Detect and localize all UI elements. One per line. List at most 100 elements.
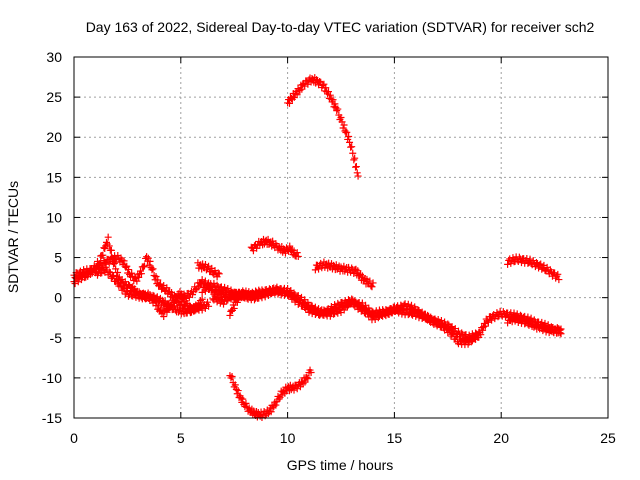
data-point: [258, 294, 266, 302]
data-point: [350, 156, 358, 164]
data-point: [307, 369, 315, 377]
x-axis-label: GPS time / hours: [287, 457, 394, 473]
data-layer: [70, 74, 565, 421]
x-tick-label: 10: [280, 430, 296, 446]
data-point: [481, 322, 489, 330]
data-point: [398, 310, 406, 318]
data-point: [177, 291, 185, 299]
data-point: [335, 304, 343, 312]
data-point: [205, 302, 213, 310]
data-point: [349, 296, 357, 304]
series-arc-8: [247, 235, 302, 260]
data-point: [510, 309, 518, 317]
data-point: [316, 77, 324, 85]
data-point: [100, 244, 108, 252]
data-point: [334, 299, 342, 307]
data-point: [340, 306, 348, 314]
data-point: [130, 288, 138, 296]
data-point: [467, 338, 475, 346]
y-tick-label: 15: [46, 169, 62, 185]
data-point: [71, 273, 79, 281]
data-point: [304, 375, 312, 383]
data-point: [354, 267, 362, 275]
data-point: [343, 128, 351, 136]
data-point: [105, 242, 113, 250]
data-point: [234, 387, 242, 395]
data-point: [345, 132, 353, 140]
data-point: [146, 257, 154, 265]
data-point: [231, 381, 239, 389]
data-point: [139, 263, 147, 271]
data-point: [116, 279, 124, 287]
data-point: [267, 408, 275, 416]
data-point: [448, 330, 456, 338]
data-point: [357, 307, 365, 315]
data-point: [334, 309, 342, 317]
data-point: [352, 163, 360, 171]
data-point: [189, 291, 197, 299]
data-point: [110, 271, 118, 279]
data-point: [163, 308, 171, 316]
data-point: [354, 172, 362, 180]
data-point: [228, 372, 236, 380]
data-point: [504, 260, 512, 268]
data-point: [326, 91, 334, 99]
data-point: [476, 328, 484, 336]
series-arc-2: [70, 251, 191, 316]
data-point: [404, 300, 412, 308]
data-point: [208, 287, 216, 295]
data-point: [239, 395, 247, 403]
data-point: [316, 309, 324, 317]
data-point: [285, 99, 293, 107]
plot-frame: [73, 56, 609, 419]
data-point: [198, 306, 206, 314]
series-arc-7: [194, 259, 223, 281]
data-point: [555, 276, 563, 284]
data-point: [128, 269, 136, 277]
data-point: [155, 302, 163, 310]
data-point: [400, 301, 408, 309]
data-point: [113, 275, 121, 283]
data-point: [253, 244, 261, 252]
data-point: [315, 305, 323, 313]
data-point: [523, 316, 531, 324]
data-point: [348, 143, 356, 151]
data-point: [152, 273, 160, 281]
data-point: [80, 266, 88, 274]
y-tick-label: 0: [54, 290, 62, 306]
data-point: [329, 96, 337, 104]
y-tick-label: 30: [46, 49, 62, 65]
x-tick-label: 0: [70, 430, 78, 446]
data-point: [537, 260, 545, 268]
data-point: [517, 259, 525, 267]
data-point: [218, 287, 226, 295]
data-point: [290, 386, 298, 394]
data-point: [226, 311, 234, 319]
data-point: [143, 253, 151, 261]
data-point: [108, 273, 116, 281]
data-point: [311, 303, 319, 311]
data-point: [102, 238, 110, 246]
data-point: [133, 289, 141, 297]
data-point: [349, 149, 357, 157]
data-point: [396, 306, 404, 314]
series-arc-11: [226, 366, 315, 421]
series-arc-9: [284, 74, 362, 180]
data-point: [557, 325, 565, 333]
x-tick-label: 15: [387, 430, 403, 446]
data-point: [182, 294, 190, 302]
data-point: [157, 280, 165, 288]
data-point: [170, 299, 178, 307]
data-point: [107, 246, 115, 254]
data-point: [352, 299, 360, 307]
data-point: [204, 298, 211, 306]
data-point: [449, 329, 457, 337]
data-point: [105, 268, 113, 276]
data-point: [119, 283, 127, 291]
data-point: [382, 312, 390, 320]
data-point: [128, 284, 136, 292]
data-point: [112, 265, 120, 273]
x-tick-label: 20: [493, 430, 509, 446]
y-axis-label: SDTVAR / TECUs: [5, 181, 21, 293]
